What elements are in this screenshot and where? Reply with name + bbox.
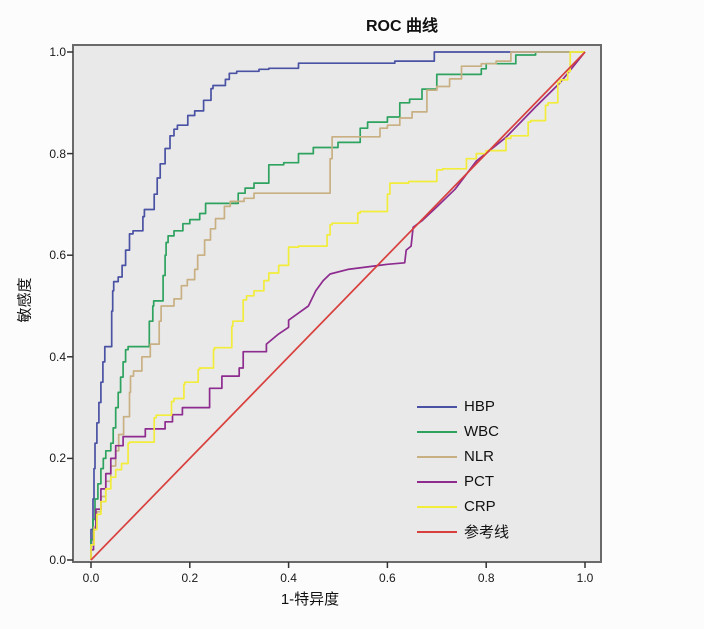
x-tick-label: 0.6 bbox=[379, 571, 396, 585]
legend-swatch-NLR bbox=[417, 455, 457, 458]
y-tick-label: 0.8 bbox=[49, 146, 66, 161]
y-tick-label: 0.0 bbox=[49, 553, 66, 567]
legend-item-WBC: WBC bbox=[417, 419, 509, 444]
legend-item-CRP: CRP bbox=[417, 494, 509, 519]
x-tick-label: 0.0 bbox=[82, 571, 100, 585]
legend-swatch-CRP bbox=[417, 505, 457, 508]
legend-label: 参考线 bbox=[464, 524, 510, 541]
series-参考线-line bbox=[90, 51, 586, 561]
legend-label: PCT bbox=[464, 473, 494, 490]
plot-area bbox=[72, 44, 602, 563]
legend-swatch-HBP bbox=[417, 405, 457, 408]
legend-item-NLR: NLR bbox=[417, 444, 509, 469]
legend-swatch-参考线 bbox=[417, 530, 457, 533]
legend-swatch-WBC bbox=[417, 430, 457, 433]
legend-label: HBP bbox=[464, 398, 495, 415]
series-CRP-line bbox=[90, 51, 585, 560]
legend-item-参考线: 参考线 bbox=[417, 519, 509, 544]
y-tick-label: 0.2 bbox=[49, 451, 66, 466]
series-NLR-line bbox=[90, 51, 585, 560]
legend-item-HBP: HBP bbox=[417, 394, 509, 419]
series-PCT-line bbox=[90, 51, 586, 560]
x-tick-label: 0.8 bbox=[477, 571, 495, 585]
x-tick-label: 0.4 bbox=[280, 571, 297, 585]
x-tick-label: 0.2 bbox=[181, 571, 199, 585]
legend-swatch-PCT bbox=[417, 480, 457, 483]
chart-title: ROC 曲线 bbox=[365, 18, 439, 35]
y-tick-label: 1.0 bbox=[49, 45, 66, 59]
x-axis-label: 1-特异度 bbox=[280, 591, 340, 608]
legend-label: CRP bbox=[464, 498, 496, 515]
legend-item-PCT: PCT bbox=[417, 469, 509, 494]
series-WBC-line bbox=[90, 51, 585, 560]
legend-label: WBC bbox=[464, 423, 499, 440]
legend: HBP WBC NLR PCT CRP 参考线 bbox=[417, 394, 509, 544]
y-axis-label: 敏感度 bbox=[16, 277, 34, 323]
x-tick-label: 1.0 bbox=[576, 571, 594, 585]
y-tick-label: 0.6 bbox=[49, 248, 66, 263]
y-tick-label: 0.4 bbox=[49, 349, 66, 364]
series-HBP-line bbox=[90, 51, 585, 560]
legend-label: NLR bbox=[464, 448, 495, 465]
